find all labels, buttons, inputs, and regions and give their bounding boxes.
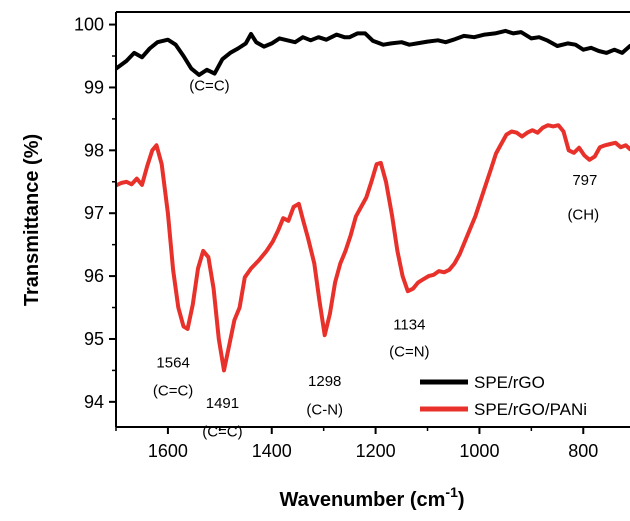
series-line-2 (116, 123, 630, 373)
y-tick-label: 94 (84, 392, 104, 412)
annotation-label: 797 (572, 172, 597, 189)
axis-layer: 1600 1400 1200 1000 800 94 95 96 97 98 99 100 (74, 11, 630, 461)
annotation-label: 1298 (308, 373, 341, 390)
legend-label: SPE/rGO (474, 373, 545, 392)
x-tick-label: 1600 (148, 441, 188, 461)
annotation-label: 1491 (206, 395, 239, 412)
annotation-label: (C=C) (202, 423, 242, 440)
annotation-label: (CH) (567, 207, 599, 224)
annotation-label: (C=C) (189, 78, 229, 95)
annotation-label: (C=N) (389, 344, 429, 361)
y-axis-title: Transmittance (%) (21, 134, 43, 306)
x-tick-label: 1000 (459, 441, 499, 461)
y-tick-label: 97 (84, 203, 104, 223)
y-tick-label: 95 (84, 329, 104, 349)
legend: SPE/rGO SPE/rGO/PANi (420, 373, 587, 419)
series-line-1 (116, 28, 630, 77)
annotation-label: (C-N) (306, 401, 343, 418)
annotation-layer: (C=C) 1564 (C=C) 1491 (C=C) 1298 (C-N) 1134 (C=N… (153, 78, 599, 441)
x-tick-label: 1400 (252, 441, 292, 461)
legend-label: SPE/rGO/PANi (474, 400, 587, 419)
y-tick-label: 96 (84, 266, 104, 286)
annotation-label: 1564 (156, 354, 189, 371)
series-layer (116, 28, 630, 373)
x-axis-title: Wavenumber (cm-1) (279, 484, 464, 511)
annotation-label: (C=C) (153, 383, 193, 400)
y-tick-label: 100 (74, 15, 104, 35)
x-tick-label: 800 (568, 441, 598, 461)
y-tick-label: 99 (84, 77, 104, 97)
annotation-label: 1134 (393, 317, 425, 334)
y-tick-label: 98 (84, 140, 104, 160)
x-tick-label: 1200 (356, 441, 396, 461)
